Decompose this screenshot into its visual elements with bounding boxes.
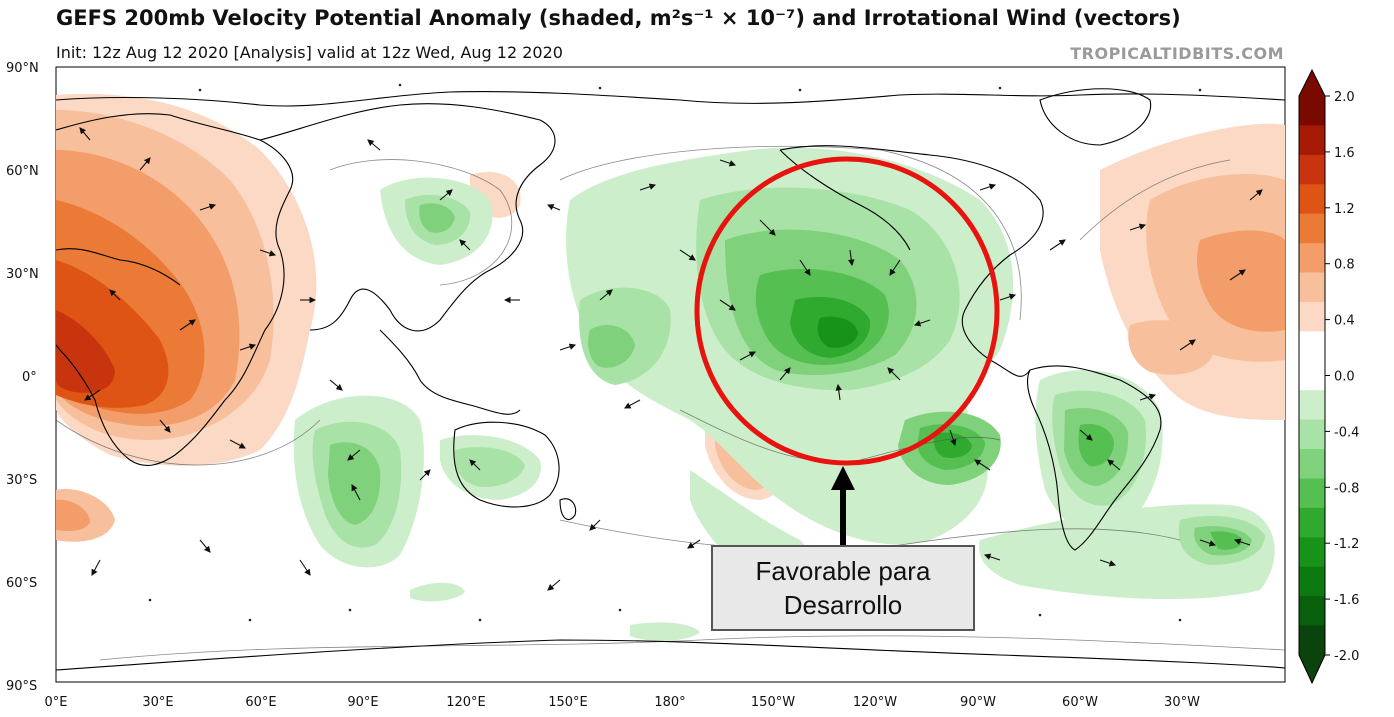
colorbar-top-extension [1299,70,1325,96]
colorbar-segment [1299,566,1325,597]
colorbar-segment [1299,331,1325,362]
map-subtitle: Init: 12z Aug 12 2020 [Analysis] valid a… [56,43,563,62]
coastlines [56,88,1285,671]
negative-anomaly-south-america [979,370,1275,600]
lat-label-30n: 30°N [6,267,39,282]
lon-label-60w: 60°W [1062,695,1098,710]
lat-label-eq: 0° [22,370,37,385]
colorbar-tick-label: -2.0 [1334,649,1359,664]
callout-line-1: Favorable para [755,556,931,586]
lon-label-0: 0°E [45,695,68,710]
lon-label-60e: 60°E [245,695,276,710]
colorbar-segment [1299,537,1325,568]
negative-anomaly-pacific [566,147,1014,545]
colorbar-tick-label: 2.0 [1334,90,1355,105]
map-title: GEFS 200mb Velocity Potential Anomaly (s… [56,6,1181,30]
colorbar-tick-label: 0.0 [1334,370,1355,385]
positive-anomaly-atlantic [1100,123,1285,420]
colorbar-segment [1299,478,1325,509]
annotation-callout: Favorable para Desarrollo [711,545,975,631]
lon-label-150w: 150°W [751,695,795,710]
colorbar-tick-label: -0.8 [1334,481,1359,496]
lat-label-60n: 60°N [6,164,39,179]
colorbar-segment [1299,184,1325,215]
colorbar-tick-label: -0.4 [1334,425,1359,440]
colorbar-ticks: 2.0 1.6 1.2 0.8 0.4 0.0 -0.4 -0.8 -1.2 -1.6 -2.0 [1325,90,1359,664]
colorbar-segment [1299,301,1325,332]
colorbar-segment [1299,243,1325,274]
colorbar-segment [1299,272,1325,303]
negative-anomaly-w-pacific [579,287,671,385]
lat-label-30s: 30°S [6,473,37,488]
wind-vectors [79,127,1263,591]
colorbar [1298,68,1326,685]
annotation-circle [694,156,1000,466]
colorbar-tick-label: 1.6 [1334,146,1355,161]
colorbar-segment [1299,360,1325,391]
colorbar-segment [1299,96,1325,126]
lon-label-30w: 30°W [1164,695,1200,710]
colorbar-segment [1299,507,1325,538]
colorbar-segment [1299,154,1325,185]
colorbar-segment [1299,625,1325,656]
colorbar-tick-label: -1.2 [1334,537,1359,552]
colorbar-segment [1299,449,1325,479]
lon-label-150e: 150°E [548,695,588,710]
colorbar-bottom-extension [1299,655,1325,683]
colorbar-segment [1299,419,1325,450]
colorbar-segment [1299,213,1325,244]
lon-label-180: 180° [654,695,685,710]
lon-label-90w: 90°W [960,695,996,710]
colorbar-segment [1299,390,1325,421]
colorbar-segment [1299,596,1325,627]
colorbar-segment [1299,125,1325,156]
colorbar-tick-label: 0.8 [1334,258,1355,273]
lat-label-90s: 90°S [6,679,37,694]
lat-label-90n: 90°N [6,61,39,76]
colorbar-tick-label: 1.2 [1334,202,1355,217]
source-credit: TROPICALTIDBITS.COM [1070,44,1284,63]
lon-label-120w: 120°W [853,695,897,710]
colorbar-tick-label: -1.6 [1334,593,1359,608]
lon-label-30e: 30°E [142,695,173,710]
lon-label-120e: 120°E [446,695,486,710]
lat-label-60s: 60°S [6,576,37,591]
callout-line-2: Desarrollo [783,590,903,620]
colorbar-tick-label: 0.4 [1334,314,1355,329]
lon-label-90e: 90°E [347,695,378,710]
